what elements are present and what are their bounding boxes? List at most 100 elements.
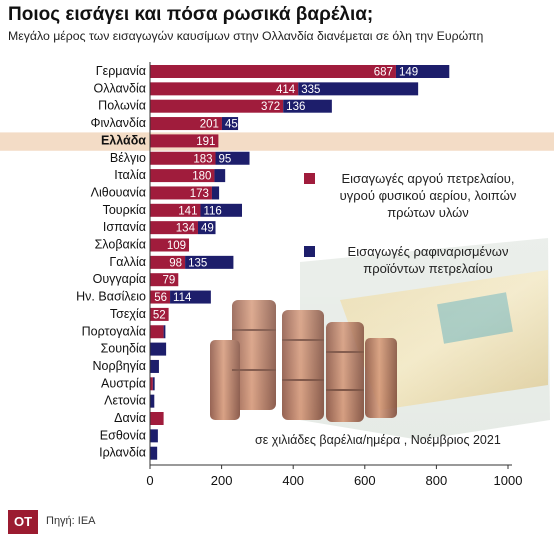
category-label: Αυστρία <box>101 376 146 390</box>
legend-swatch-refined <box>304 246 315 257</box>
legend-label-crude: Εισαγωγές αργού πετρελαίου, υγρού φυσικο… <box>339 171 517 220</box>
category-label: Βέλγιο <box>110 151 146 165</box>
bar-crude <box>150 290 171 304</box>
category-label: Πολωνία <box>98 99 146 113</box>
bar-refined <box>283 99 332 113</box>
x-tick-label: 600 <box>354 473 376 488</box>
bar-refined <box>150 342 167 356</box>
x-tick-label: 800 <box>426 473 448 488</box>
legend-swatch-crude <box>304 173 315 184</box>
category-label: Τουρκία <box>103 203 146 217</box>
bar-refined <box>163 325 166 339</box>
bar-refined <box>215 151 250 165</box>
category-label: Φινλανδία <box>91 116 147 130</box>
category-label: Σλοβακία <box>95 238 146 252</box>
data-label-crude: 56 <box>154 292 167 304</box>
legend-label-refined: Εισαγωγές ραφιναρισμένων προϊόντων πετρε… <box>347 244 509 276</box>
data-label-crude: 79 <box>162 275 175 287</box>
data-label-crude: 414 <box>276 84 296 96</box>
background-photo <box>200 238 550 440</box>
data-label-refined: 114 <box>173 292 192 304</box>
category-label: Πορτογαλία <box>82 324 146 338</box>
category-label: Ιρλανδία <box>99 446 146 460</box>
bar-crude <box>150 325 164 339</box>
bar-refined <box>150 429 158 443</box>
bar-crude <box>150 238 190 252</box>
data-label-refined: 136 <box>286 101 305 113</box>
bar-crude <box>150 412 164 425</box>
x-tick-label: 1000 <box>494 473 523 488</box>
x-tick-label: 400 <box>282 473 304 488</box>
bar-refined <box>185 255 234 269</box>
source-note: Πηγή: IEA <box>46 515 96 527</box>
bar-crude <box>150 203 201 217</box>
chart-title: Ποιος εισάγει και πόσα ρωσικά βαρέλια; <box>8 4 374 25</box>
chart-subtitle: Μεγάλο μέρος των εισαγωγών καυσίμων στην… <box>8 29 484 43</box>
bar-refined <box>211 186 220 200</box>
bar-crude <box>150 169 215 183</box>
bar-refined <box>197 221 216 235</box>
bar-refined <box>200 203 243 217</box>
bar-refined <box>298 82 419 96</box>
data-label-refined: 116 <box>203 205 221 217</box>
bar-crude <box>150 221 198 235</box>
legend-entry-refined: Εισαγωγές ραφιναρισμένων προϊόντων πετρε… <box>304 243 533 277</box>
category-label: Σουηδία <box>101 342 146 356</box>
data-label-refined: 335 <box>301 84 320 96</box>
category-label: Ισπανία <box>103 220 146 234</box>
bar-refined <box>221 117 239 131</box>
bar-refined <box>395 65 450 78</box>
category-label: Λετονία <box>104 394 146 408</box>
data-label-crude: 183 <box>193 153 212 165</box>
data-label-crude: 109 <box>167 240 186 252</box>
bar-crude <box>150 151 216 165</box>
data-label-crude: 372 <box>261 101 280 113</box>
data-label-refined: 45 <box>225 119 238 131</box>
data-label-crude: 141 <box>178 205 197 217</box>
bar-crude <box>150 117 222 131</box>
legend-entry-crude: Εισαγωγές αργού πετρελαίου, υγρού φυσικο… <box>304 170 533 221</box>
category-label: Ιταλία <box>114 168 146 182</box>
category-label: Δανία <box>114 411 146 425</box>
category-label: Ην. Βασίλειο <box>76 290 146 304</box>
data-label-crude: 687 <box>374 67 393 79</box>
data-label-refined: 95 <box>219 153 232 165</box>
bar-refined <box>150 359 159 373</box>
category-label: Ελλάδα <box>101 133 146 147</box>
category-label: Γαλλία <box>109 255 146 269</box>
bar-crude <box>150 65 396 78</box>
bar-crude <box>150 377 153 391</box>
data-label-refined: 49 <box>201 223 214 235</box>
highlight-row-band <box>0 132 554 151</box>
data-label-crude: 173 <box>190 188 209 200</box>
publisher-logo: OT <box>8 510 38 534</box>
bar-crude <box>150 82 299 96</box>
x-tick-label: 200 <box>211 473 233 488</box>
data-label-refined: 149 <box>399 67 418 79</box>
data-label-refined: 135 <box>188 257 207 269</box>
bar-refined <box>152 377 155 391</box>
data-label-crude: 134 <box>176 223 196 235</box>
data-label-crude: 98 <box>169 257 182 269</box>
bar-crude <box>150 186 212 200</box>
category-label: Τσεχία <box>110 307 146 321</box>
category-label: Λιθουανία <box>91 185 146 199</box>
bar-refined <box>170 290 211 304</box>
category-label: Ολλανδία <box>94 81 146 95</box>
category-label: Νορβηγία <box>93 359 147 373</box>
bar-refined <box>214 169 226 183</box>
bar-crude <box>150 273 179 287</box>
unit-note: σε χιλιάδες βαρέλια/ημέρα , Νοέμβριος 20… <box>255 433 501 447</box>
bar-refined <box>150 446 158 460</box>
category-label: Ουγγαρία <box>93 272 146 286</box>
bar-refined <box>150 394 155 408</box>
bar-crude <box>150 307 169 321</box>
data-label-crude: 191 <box>196 136 215 148</box>
category-label: Εσθονία <box>100 428 146 442</box>
data-label-crude: 201 <box>200 119 219 131</box>
data-label-crude: 180 <box>192 171 211 183</box>
data-label-crude: 52 <box>153 309 166 321</box>
x-tick-label: 0 <box>146 473 153 488</box>
category-label: Γερμανία <box>96 64 146 78</box>
